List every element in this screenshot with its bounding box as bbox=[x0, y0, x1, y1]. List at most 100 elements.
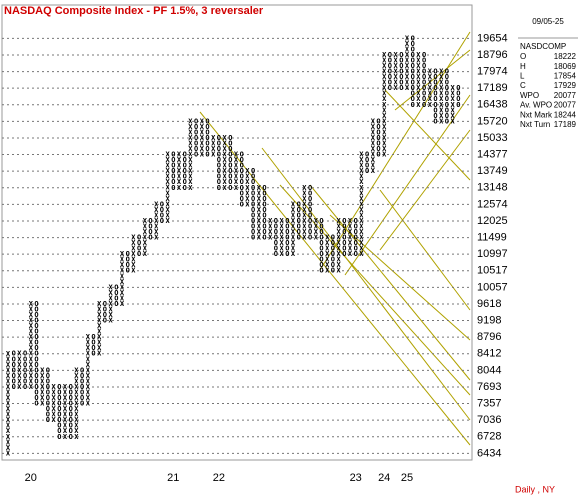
pf-box: X bbox=[131, 234, 136, 242]
pf-box: X bbox=[348, 228, 353, 236]
pf-box: X bbox=[74, 405, 79, 413]
pf-box: X bbox=[302, 184, 307, 192]
pf-box: X bbox=[188, 167, 193, 175]
pf-box: X bbox=[120, 294, 125, 302]
pf-box: O bbox=[57, 405, 61, 413]
pf-box: O bbox=[285, 239, 289, 247]
pf-box: X bbox=[336, 234, 341, 242]
y-tick-label: 19654 bbox=[477, 32, 508, 44]
pf-box: O bbox=[342, 222, 346, 230]
pf-box: O bbox=[411, 90, 415, 98]
pf-box: X bbox=[51, 416, 56, 424]
pf-box: X bbox=[393, 73, 398, 81]
pf-box: X bbox=[348, 239, 353, 247]
y-tick-label: 10997 bbox=[477, 248, 508, 260]
pf-box: X bbox=[291, 200, 296, 208]
pf-box: O bbox=[342, 234, 346, 242]
pf-box: O bbox=[262, 200, 266, 208]
y-tick-label: 7036 bbox=[477, 414, 501, 426]
pf-box: X bbox=[40, 383, 45, 391]
pf-box: X bbox=[40, 400, 45, 408]
pf-box: O bbox=[319, 222, 323, 230]
pf-box: X bbox=[29, 344, 34, 352]
pf-box: O bbox=[217, 134, 221, 142]
pf-box: O bbox=[240, 167, 244, 175]
pf-box: X bbox=[371, 128, 376, 136]
y-tick-label: 15033 bbox=[477, 132, 508, 144]
pf-box: X bbox=[6, 377, 11, 385]
info-label: O bbox=[520, 52, 526, 61]
pf-box: O bbox=[399, 84, 403, 92]
trend-line bbox=[379, 189, 471, 311]
pf-box: O bbox=[46, 388, 50, 396]
pf-box: O bbox=[411, 57, 415, 65]
pf-box: O bbox=[433, 112, 437, 120]
pf-box: O bbox=[422, 51, 426, 59]
pf-box: X bbox=[165, 184, 170, 192]
chart-title: NASDAQ Composite Index - PF 1.5%, 3 reve… bbox=[4, 5, 264, 17]
pf-box: O bbox=[365, 167, 369, 175]
x-tick-label: 24 bbox=[378, 472, 390, 484]
pf-box: X bbox=[291, 234, 296, 242]
pf-box: X bbox=[29, 322, 34, 330]
y-tick-label: 12574 bbox=[477, 198, 508, 210]
pf-box: X bbox=[29, 383, 34, 391]
pf-box: X bbox=[302, 211, 307, 219]
pf-box: X bbox=[143, 228, 148, 236]
pf-box: O bbox=[34, 328, 38, 336]
pf-box: O bbox=[399, 68, 403, 76]
pf-box: O bbox=[126, 261, 130, 269]
pf-box: X bbox=[222, 162, 227, 170]
pf-box: O bbox=[388, 62, 392, 70]
pf-box: X bbox=[382, 84, 387, 92]
pf-box: O bbox=[183, 167, 187, 175]
pf-box: X bbox=[359, 173, 364, 181]
pf-box: O bbox=[411, 40, 415, 48]
pf-box: O bbox=[411, 45, 415, 53]
pf-box: X bbox=[336, 250, 341, 258]
info-value: 17929 bbox=[554, 81, 577, 90]
pf-box: X bbox=[165, 211, 170, 219]
pf-box: O bbox=[228, 173, 232, 181]
pf-box: O bbox=[274, 234, 278, 242]
pf-box: X bbox=[439, 84, 444, 92]
pf-box: O bbox=[23, 366, 27, 374]
pf-box: X bbox=[302, 217, 307, 225]
pf-box: O bbox=[456, 101, 460, 109]
pf-box: O bbox=[354, 234, 358, 242]
pf-box: O bbox=[376, 134, 380, 142]
info-date: 09/05-25 bbox=[532, 17, 564, 26]
info-value: 18069 bbox=[554, 62, 577, 71]
pf-box: X bbox=[108, 305, 113, 313]
pf-box: O bbox=[217, 156, 221, 164]
pf-box: X bbox=[40, 388, 45, 396]
pf-box: X bbox=[108, 289, 113, 297]
pf-box: O bbox=[69, 416, 73, 424]
pf-box: O bbox=[445, 101, 449, 109]
pf-box: X bbox=[17, 355, 22, 363]
pf-box: O bbox=[376, 123, 380, 131]
pf-box: X bbox=[359, 178, 364, 186]
pf-box: O bbox=[445, 95, 449, 103]
pf-box: X bbox=[439, 106, 444, 114]
pf-box: X bbox=[428, 95, 433, 103]
pf-box: X bbox=[382, 106, 387, 114]
x-tick-label: 25 bbox=[401, 472, 413, 484]
pf-box: X bbox=[211, 134, 216, 142]
pf-box: X bbox=[314, 222, 319, 230]
pf-box: O bbox=[217, 184, 221, 192]
pf-box: O bbox=[240, 156, 244, 164]
pf-box: O bbox=[342, 217, 346, 225]
pf-box: X bbox=[40, 394, 45, 402]
pf-box: X bbox=[439, 101, 444, 109]
